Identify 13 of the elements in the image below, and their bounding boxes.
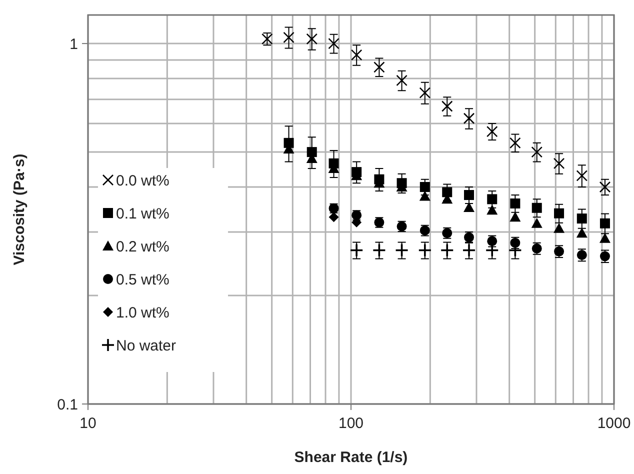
legend-label: 1.0 wt%	[116, 304, 170, 322]
x-tick-label: 10	[80, 415, 96, 432]
legend-label: 0.0 wt%	[116, 172, 170, 190]
x-tick-label: 100	[338, 415, 364, 432]
x-axis-title: Shear Rate (1/s)	[294, 449, 408, 466]
legend-label: No water	[116, 337, 176, 354]
legend-label: 0.5 wt%	[116, 271, 170, 288]
y-axis-title: Viscosity (Pa·s)	[11, 154, 28, 266]
legend-label: 0.2 wt%	[116, 238, 170, 256]
x-tick-label: 1000	[597, 415, 631, 432]
legend-label: 0.1 wt%	[116, 205, 170, 222]
y-tick-label: 0.1	[57, 396, 78, 414]
y-tick-label: 1	[70, 36, 78, 53]
